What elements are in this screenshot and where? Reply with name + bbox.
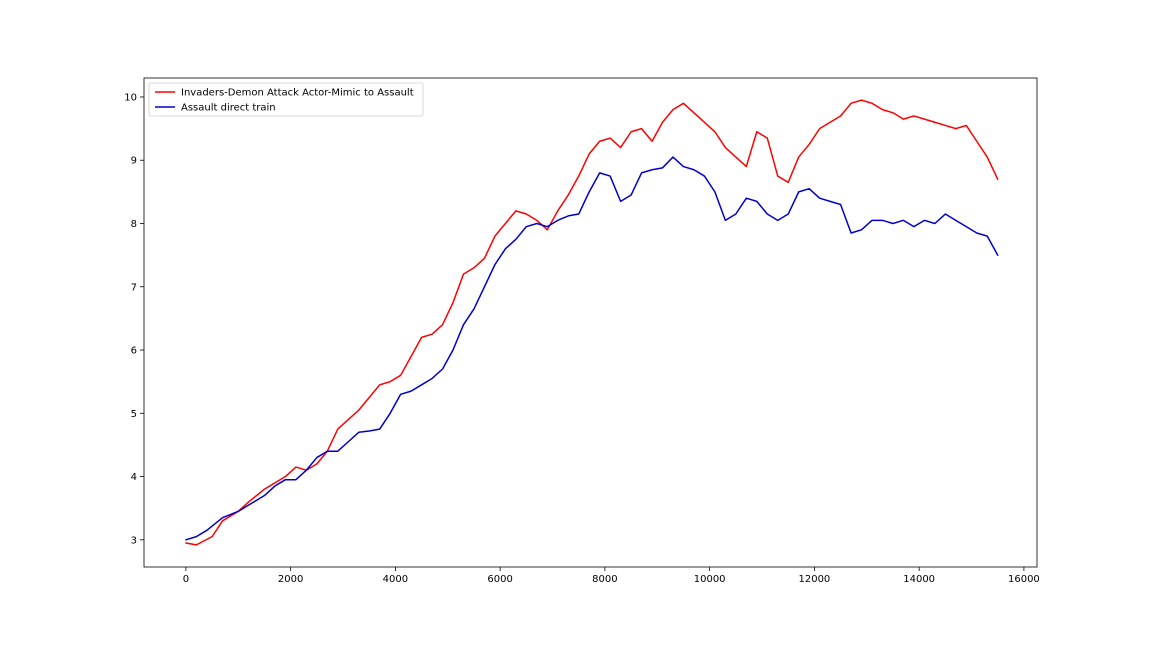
legend-label-1: Invaders-Demon Attack Actor-Mimic to Ass… <box>181 88 414 99</box>
x-tick-label: 14000 <box>903 574 935 585</box>
series-line-1 <box>185 99 999 546</box>
y-tick-label: 9 <box>131 156 137 167</box>
x-tick-label: 4000 <box>383 574 408 585</box>
series-layer <box>185 99 999 546</box>
legend-box <box>148 82 424 117</box>
x-tick-label: 6000 <box>487 574 512 585</box>
x-tick-label: 10000 <box>694 574 726 585</box>
x-tick-label: 8000 <box>592 574 617 585</box>
legend: Invaders-Demon Attack Actor-Mimic to Ass… <box>148 82 424 117</box>
y-tick-label: 4 <box>131 472 137 483</box>
series-line-2 <box>185 156 999 541</box>
x-tick-label: 0 <box>183 574 189 585</box>
y-tick-label: 8 <box>131 219 137 230</box>
axis-layer: 0 2000 4000 6000 8000 10000 12000 14000 16000 3 4 5… <box>124 92 1040 585</box>
y-tick-label: 3 <box>131 535 137 546</box>
y-tick-label: 10 <box>124 92 137 103</box>
y-tick-label: 5 <box>131 409 137 420</box>
y-tick-label: 6 <box>131 346 137 357</box>
y-tick-label: 7 <box>131 282 137 293</box>
x-tick-label: 2000 <box>278 574 303 585</box>
plot-frame <box>143 77 1038 568</box>
x-tick-label: 16000 <box>1008 574 1040 585</box>
x-tick-label: 12000 <box>798 574 830 585</box>
legend-label-2: Assault direct train <box>181 103 276 114</box>
